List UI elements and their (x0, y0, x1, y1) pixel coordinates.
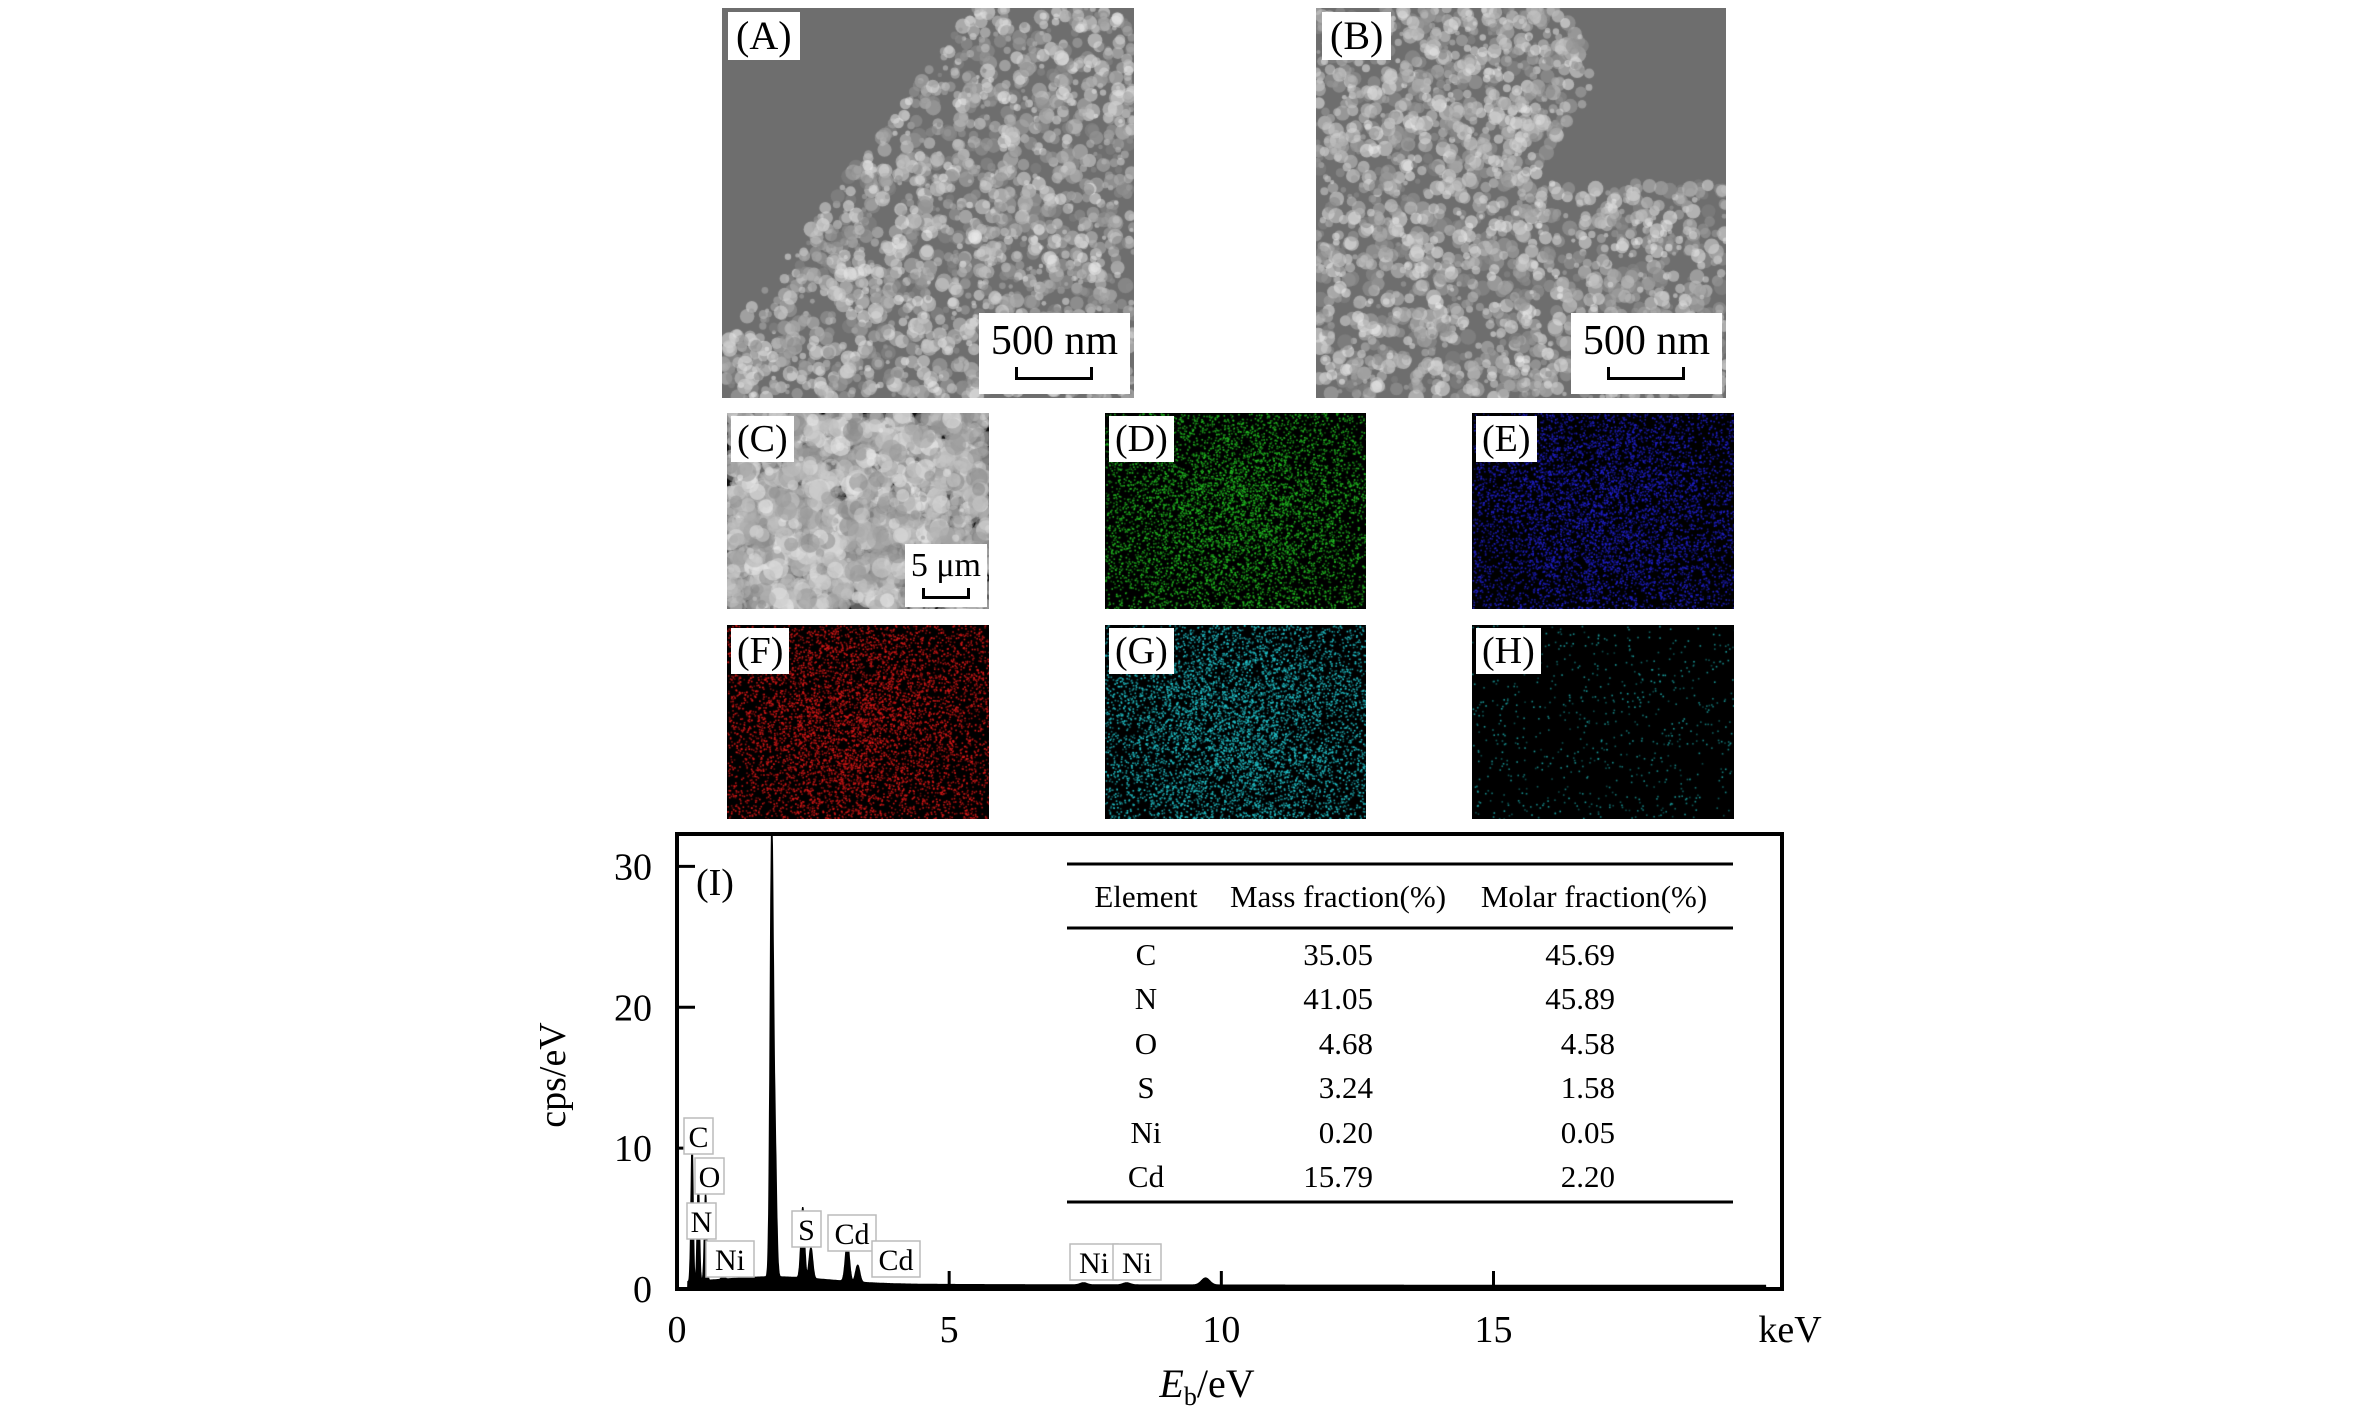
peak-label-ni: Ni (1112, 1243, 1162, 1281)
peak-label-cd: Cd (871, 1240, 921, 1278)
table-row: Ni 0.20 0.05 (1131, 1115, 1616, 1150)
x-axis-label-sub: b (1184, 1382, 1197, 1408)
panel-label: (F) (731, 628, 790, 674)
x-tick-label: 15 (1475, 1309, 1513, 1351)
table-cell-molar: 45.89 (1545, 981, 1615, 1016)
table-cell-element: Ni (1131, 1115, 1162, 1150)
peak-label-ni: Ni (1069, 1243, 1119, 1281)
table-row: O 4.68 4.58 (1135, 1026, 1615, 1061)
scale-bar-label: 500 nm (990, 318, 1118, 364)
panel-label: (B) (1322, 12, 1392, 60)
panel-label: (A) (728, 12, 800, 60)
table-row: S 3.24 1.58 (1137, 1070, 1615, 1105)
x-axis-label: Eb/eV (1158, 1361, 1254, 1408)
table-cell-element: O (1135, 1026, 1157, 1061)
scale-bar-label: 500 nm (1582, 318, 1710, 364)
peak-label-o: O (694, 1157, 725, 1195)
y-tick-label: 20 (614, 987, 652, 1029)
table-cell-mass: 15.79 (1303, 1159, 1373, 1194)
table-row: Cd 15.79 2.20 (1128, 1159, 1615, 1194)
peak-label-s: S (791, 1210, 822, 1248)
scale-bar: 5 μm (904, 544, 987, 607)
svg-text:Ni: Ni (1079, 1247, 1109, 1280)
table-cell-element: Cd (1128, 1159, 1165, 1194)
x-tick-label: 10 (1202, 1309, 1240, 1351)
plot-frame (675, 832, 1784, 1291)
x-axis-label-main: E (1158, 1361, 1183, 1406)
table-cell-molar: 45.69 (1545, 937, 1615, 972)
table-cell-element: S (1137, 1070, 1154, 1105)
element-map-d: (D) (1105, 413, 1366, 609)
y-tick-label: 10 (614, 1128, 652, 1170)
composition-table: Element Mass fraction(%) Molar fraction(%)… (1067, 862, 1733, 1204)
table-cell-mass: 0.20 (1319, 1115, 1373, 1150)
y-tick-label: 30 (614, 846, 652, 888)
table-cell-mass: 41.05 (1303, 981, 1373, 1016)
sem-image-a: (A) 500 nm (722, 8, 1134, 398)
table-header: Mass fraction(%) (1230, 879, 1446, 914)
panel-label-i: (I) (696, 862, 734, 904)
table-cell-mass: 35.05 (1303, 937, 1373, 972)
svg-text:N: N (691, 1206, 713, 1239)
spectrum-series (677, 833, 1767, 1290)
scale-bar: 500 nm (1570, 313, 1722, 394)
x-tick-label: 0 (668, 1309, 687, 1351)
table-cell-molar: 4.58 (1561, 1026, 1615, 1061)
x-unit-label: keV (1758, 1309, 1822, 1351)
peak-label-cd: Cd (827, 1214, 877, 1252)
peak-label-ni: Ni (705, 1240, 755, 1278)
table-cell-molar: 0.05 (1561, 1115, 1615, 1150)
table-cell-element: C (1136, 937, 1157, 972)
peak-label-n: N (686, 1202, 717, 1240)
y-axis-label: cps/eV (532, 1022, 574, 1128)
scale-bar-label: 5 μm (910, 547, 981, 584)
table-row: N 41.05 45.89 (1135, 981, 1615, 1016)
svg-text:O: O (699, 1161, 721, 1194)
svg-text:Ni: Ni (715, 1244, 745, 1277)
table-row: C 35.05 45.69 (1136, 937, 1615, 972)
panel-label: (C) (731, 416, 794, 462)
table-header: Molar fraction(%) (1481, 879, 1707, 914)
svg-text:C: C (688, 1121, 708, 1154)
svg-text:Cd: Cd (834, 1218, 869, 1251)
panel-label: (H) (1476, 628, 1541, 674)
scale-bar: 500 nm (978, 313, 1130, 394)
table-cell-molar: 2.20 (1561, 1159, 1615, 1194)
svg-text:S: S (798, 1214, 815, 1247)
y-tick-label: 0 (633, 1269, 652, 1311)
table-cell-molar: 1.58 (1561, 1070, 1615, 1105)
peak-label-c: C (683, 1117, 714, 1155)
svg-text:Ni: Ni (1122, 1247, 1152, 1280)
element-map-f: (F) (727, 625, 989, 819)
sem-image-b: (B) 500 nm (1316, 8, 1726, 398)
panel-label: (E) (1476, 416, 1537, 462)
svg-text:Cd: Cd (878, 1244, 913, 1277)
table-cell-element: N (1135, 981, 1157, 1016)
x-axis-label-unit: /eV (1197, 1361, 1255, 1406)
sem-image-c: (C) 5 μm (727, 413, 989, 609)
table-cell-mass: 3.24 (1319, 1070, 1374, 1105)
panel-label: (D) (1109, 416, 1174, 462)
table-cell-mass: 4.68 (1319, 1026, 1373, 1061)
table-header: Element (1094, 879, 1198, 914)
element-map-h: (H) (1472, 625, 1734, 819)
x-tick-label: 5 (940, 1309, 959, 1351)
element-map-g: (G) (1105, 625, 1366, 819)
panel-label: (G) (1109, 628, 1174, 674)
element-map-e: (E) (1472, 413, 1734, 609)
